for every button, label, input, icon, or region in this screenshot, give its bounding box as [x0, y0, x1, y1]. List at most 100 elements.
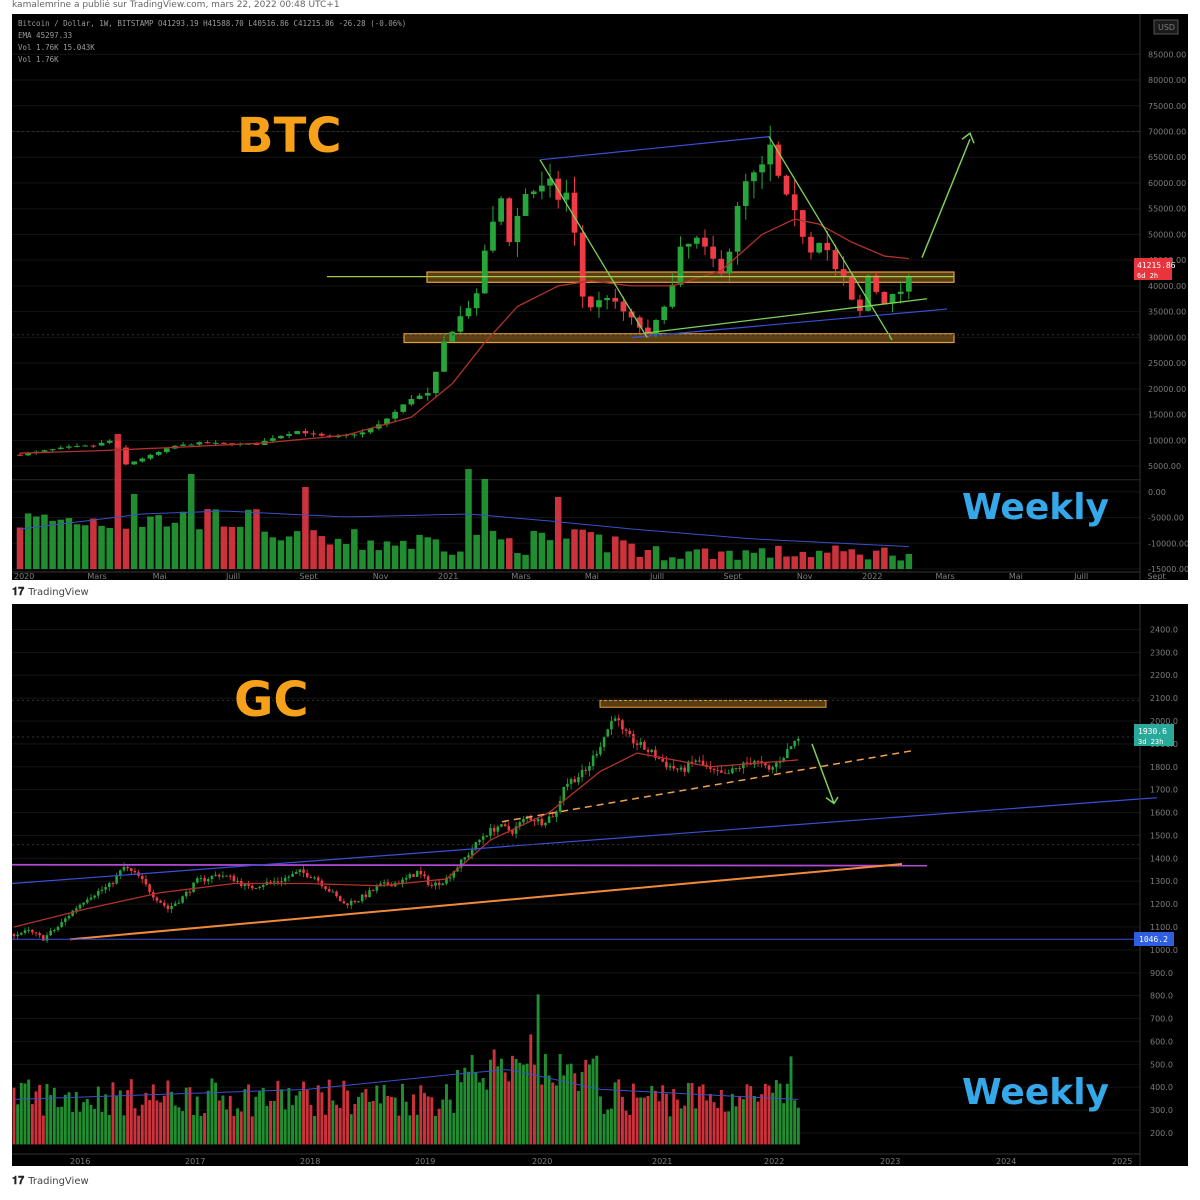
gc-candle	[243, 883, 247, 887]
btc-arrow-head-icon	[961, 132, 975, 144]
gc-volume-bar	[122, 1115, 126, 1145]
btc-candle	[547, 178, 553, 186]
gc-volume-bars	[12, 994, 800, 1145]
gc-time-tick: 2022	[764, 1157, 784, 1166]
gc-volume-bar	[518, 1062, 522, 1145]
gc-candle	[170, 906, 173, 910]
gc-candle	[716, 770, 719, 772]
btc-volume-bar	[147, 516, 154, 569]
gc-candle	[111, 883, 115, 885]
btc-volume-bar	[473, 534, 480, 569]
btc-candle	[188, 444, 195, 446]
gc-candle	[294, 871, 298, 874]
gc-volume-bar	[602, 1113, 606, 1145]
gc-candle	[793, 740, 796, 747]
btc-price-tick: 50000.00	[1148, 230, 1186, 239]
gc-volume-bar	[679, 1108, 683, 1145]
btc-volume-bar	[114, 434, 122, 569]
gc-volume-bar	[320, 1092, 324, 1145]
gc-candle	[225, 875, 228, 877]
gc-candle	[100, 889, 104, 891]
gc-price-tick: 1000.0	[1150, 946, 1178, 955]
gc-candle	[27, 929, 30, 931]
gc-candle	[346, 903, 349, 906]
btc-volume-bar	[685, 551, 692, 569]
gc-candle	[569, 779, 573, 784]
gc-volume-bar	[591, 1058, 595, 1145]
btc-candle	[881, 291, 888, 304]
gc-volume-bar	[313, 1115, 317, 1145]
btc-volume-bar	[709, 559, 717, 569]
btc-candle	[351, 434, 358, 436]
btc-volume-bar	[799, 551, 807, 569]
gc-candle	[130, 868, 133, 871]
btc-candle	[310, 433, 317, 435]
gc-candle	[254, 888, 258, 890]
gc-candle	[694, 760, 697, 762]
gc-candle	[599, 746, 602, 755]
gc-candle	[302, 869, 305, 873]
gc-candle	[580, 769, 584, 778]
gc-volume-bar	[100, 1111, 104, 1145]
gc-volume-bar	[390, 1096, 393, 1145]
btc-price-tick: 60000.00	[1148, 179, 1186, 188]
btc-candle	[294, 431, 301, 435]
gc-candle	[712, 768, 716, 771]
btc-candle	[318, 433, 325, 436]
gc-candle	[566, 783, 569, 787]
gc-candle	[489, 827, 492, 836]
btc-time-tick: Juill	[1073, 572, 1088, 580]
gc-volume-bar	[529, 1034, 533, 1145]
btc-time-tick: Nov	[373, 572, 389, 580]
gc-volume-bar	[686, 1082, 690, 1145]
gc-candle	[595, 754, 599, 756]
btc-volume-bar	[196, 529, 203, 569]
gc-candle	[166, 905, 170, 910]
gc-volume-bar	[34, 1091, 38, 1145]
btc-price-tick: 55000.00	[1148, 205, 1186, 214]
gc-volume-bar	[456, 1069, 459, 1145]
btc-time-tick: 2020	[14, 572, 34, 580]
btc-projection-arrow	[921, 138, 971, 258]
btc-candle	[82, 445, 89, 447]
gc-candle	[412, 874, 415, 877]
gc-arrow-head-icon	[825, 796, 839, 805]
btc-candle	[751, 172, 757, 182]
gc-candle	[206, 879, 210, 882]
gc-candle	[195, 878, 199, 883]
btc-volume-bar	[187, 474, 195, 569]
btc-candle	[759, 164, 765, 173]
btc-price-tick: 5000.00	[1148, 462, 1181, 471]
btc-candle	[286, 434, 292, 436]
gc-volume-bar	[12, 1087, 16, 1145]
gc-candle	[360, 894, 364, 902]
gc-candle	[698, 760, 701, 762]
gc-volume-bar	[628, 1114, 632, 1145]
gc-volume-bar	[723, 1111, 727, 1145]
gc-candle	[474, 842, 478, 850]
gc-volume-bar	[653, 1090, 657, 1145]
gc-volume-bar	[620, 1096, 624, 1145]
gc-candle	[621, 720, 624, 730]
gc-price-tick: 2300.0	[1150, 648, 1178, 657]
gc-candle	[797, 738, 800, 741]
gc-candle	[93, 895, 96, 898]
gc-candle	[723, 772, 727, 774]
gc-volume-bar	[375, 1085, 379, 1145]
btc-volume-bar	[179, 511, 187, 569]
gc-volume-bar	[785, 1083, 789, 1145]
btc-candle	[384, 418, 390, 425]
gc-candle	[430, 884, 434, 886]
gc-chart-panel[interactable]: 2400.02300.02200.02100.02000.01900.01800…	[12, 604, 1188, 1166]
btc-candle	[302, 431, 309, 434]
gc-candle	[657, 757, 661, 759]
gc-candle	[496, 826, 500, 832]
btc-candle	[115, 440, 121, 448]
btc-candle	[539, 185, 545, 192]
gc-candle	[654, 749, 657, 758]
gc-price-axis: 2400.02300.02200.02100.02000.01900.01800…	[1139, 604, 1178, 1166]
gc-candle	[555, 811, 558, 817]
gc-candle	[734, 767, 738, 769]
btc-volume-bar	[897, 560, 904, 569]
btc-chart-panel[interactable]: 85000.00 80000.00 75000.00 70000.00 65000.00…	[12, 14, 1188, 580]
